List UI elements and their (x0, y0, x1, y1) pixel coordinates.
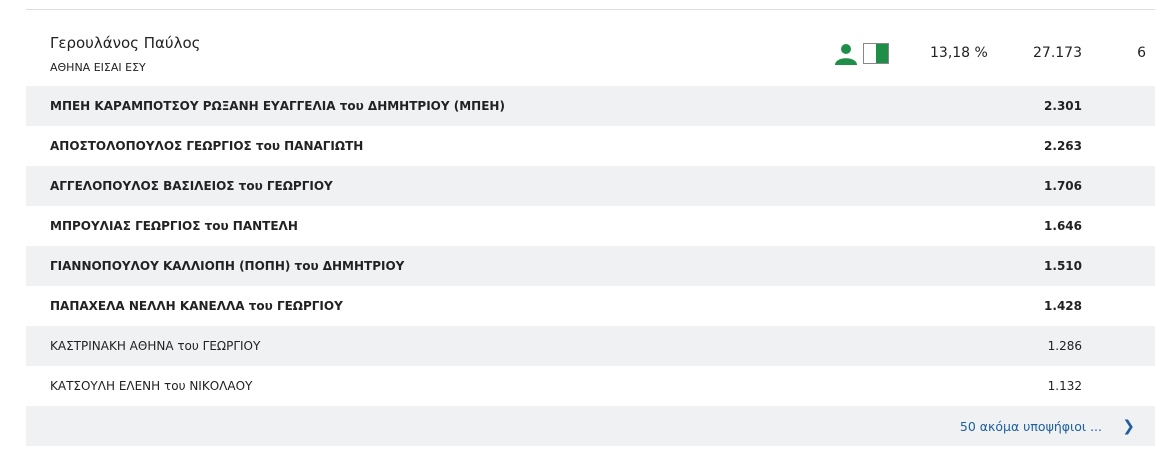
candidate-votes: 1.706 (1044, 179, 1082, 193)
table-row: ΜΠΡΟΥΛΙΑΣ ΓΕΩΡΓΙΟΣ του ΠΑΝΤΕΛΗ 1.646 (26, 206, 1155, 246)
leader-name: Γερουλάνος Παύλος (50, 34, 201, 52)
party-flag-icon (863, 43, 889, 64)
candidate-name: ΚΑΤΣΟΥΛΗ ΕΛΕΝΗ του ΝΙΚΟΛΑΟΥ (50, 379, 253, 393)
candidate-name: ΑΓΓΕΛΟΠΟΥΛΟΣ ΒΑΣΙΛΕΙΟΣ του ΓΕΩΡΓΙΟΥ (50, 179, 333, 193)
candidate-name: ΓΙΑΝΝΟΠΟΥΛΟΥ ΚΑΛΛΙΟΠΗ (ΠΟΠΗ) του ΔΗΜΗΤΡΙ… (50, 259, 405, 273)
table-row: ΠΑΠΑΧΕΛΑ ΝΕΛΛΗ ΚΑΝΕΛΛΑ του ΓΕΩΡΓΙΟΥ 1.428 (26, 286, 1155, 326)
candidate-name: ΑΠΟΣΤΟΛΟΠΟΥΛΟΣ ΓΕΩΡΓΙΟΣ του ΠΑΝΑΓΙΩΤΗ (50, 139, 364, 153)
table-row: ΚΑΤΣΟΥΛΗ ΕΛΕΝΗ του ΝΙΚΟΛΑΟΥ 1.132 (26, 366, 1155, 406)
candidate-votes: 1.132 (1047, 379, 1082, 393)
more-candidates-row[interactable]: 50 ακόμα υποψήφιοι ... ❯ (26, 406, 1155, 446)
divider (26, 9, 1155, 10)
chevron-right-icon[interactable]: ❯ (1122, 417, 1135, 435)
candidate-votes: 1.646 (1044, 219, 1082, 233)
candidate-votes: 1.286 (1047, 339, 1082, 353)
table-row: ΜΠΕΗ ΚΑΡΑΜΠΟΤΣΟΥ ΡΩΞΑΝΗ ΕΥΑΓΓΕΛΙΑ του ΔΗ… (26, 86, 1155, 126)
votes: 27.173 (1033, 45, 1082, 61)
candidate-votes: 1.428 (1044, 299, 1082, 313)
party-result-header[interactable]: Γερουλάνος Παύλος ΑΘΗΝΑ ΕΙΣΑΙ ΕΣΥ 13,18 … (26, 10, 1155, 86)
candidate-list: ΜΠΕΗ ΚΑΡΑΜΠΟΤΣΟΥ ΡΩΞΑΝΗ ΕΥΑΓΓΕΛΙΑ του ΔΗ… (26, 86, 1155, 446)
candidate-name: ΠΑΠΑΧΕΛΑ ΝΕΛΛΗ ΚΑΝΕΛΛΑ του ΓΕΩΡΓΙΟΥ (50, 299, 343, 313)
candidate-votes: 2.301 (1044, 99, 1082, 113)
table-row: ΑΓΓΕΛΟΠΟΥΛΟΣ ΒΑΣΙΛΕΙΟΣ του ΓΕΩΡΓΙΟΥ 1.706 (26, 166, 1155, 206)
candidate-name: ΚΑΣΤΡΙΝΑΚΗ ΑΘΗΝΑ του ΓΕΩΡΓΙΟΥ (50, 339, 261, 353)
person-icon (835, 44, 857, 65)
seats: 6 (1137, 45, 1146, 61)
candidate-votes: 1.510 (1044, 259, 1082, 273)
table-row: ΚΑΣΤΡΙΝΑΚΗ ΑΘΗΝΑ του ΓΕΩΡΓΙΟΥ 1.286 (26, 326, 1155, 366)
party-name: ΑΘΗΝΑ ΕΙΣΑΙ ΕΣΥ (50, 61, 146, 74)
candidate-votes: 2.263 (1044, 139, 1082, 153)
table-row: ΑΠΟΣΤΟΛΟΠΟΥΛΟΣ ΓΕΩΡΓΙΟΣ του ΠΑΝΑΓΙΩΤΗ 2.2… (26, 126, 1155, 166)
more-candidates-link[interactable]: 50 ακόμα υποψήφιοι ... (959, 419, 1102, 434)
candidate-name: ΜΠΕΗ ΚΑΡΑΜΠΟΤΣΟΥ ΡΩΞΑΝΗ ΕΥΑΓΓΕΛΙΑ του ΔΗ… (50, 99, 505, 113)
table-row: ΓΙΑΝΝΟΠΟΥΛΟΥ ΚΑΛΛΙΟΠΗ (ΠΟΠΗ) του ΔΗΜΗΤΡΙ… (26, 246, 1155, 286)
candidate-name: ΜΠΡΟΥΛΙΑΣ ΓΕΩΡΓΙΟΣ του ΠΑΝΤΕΛΗ (50, 219, 298, 233)
percentage: 13,18 % (930, 45, 988, 61)
